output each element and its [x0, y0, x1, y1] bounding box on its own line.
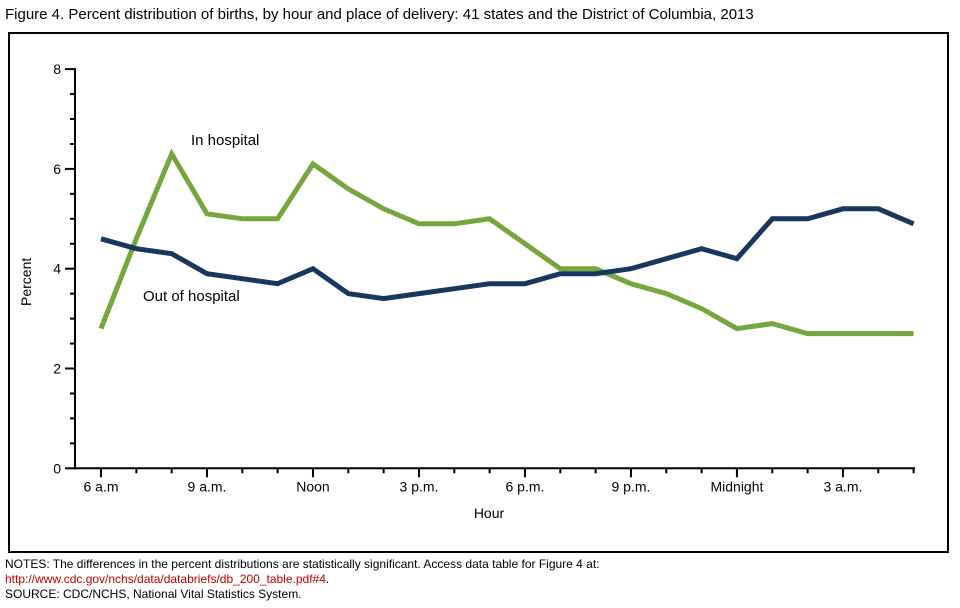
chart-frame: 0 2 4 6 8 6 a.m 9 a.m. Noon 3 p.m. 6 p.m. 9 p.m. Mi…: [8, 32, 949, 553]
y-tick-label: 2: [53, 361, 61, 377]
plot-svg: 0 2 4 6 8 6 a.m 9 a.m. Noon 3 p.m. 6 p.m. 9 p.m. Mi…: [53, 61, 915, 494]
y-tick-label: 6: [53, 161, 61, 177]
x-tick-label: 9 a.m.: [188, 478, 227, 494]
data-table-link[interactable]: http://www.cdc.gov/nchs/data/databriefs/…: [5, 572, 326, 586]
x-tick-label: Midnight: [710, 478, 763, 494]
figure-title: Figure 4. Percent distribution of births…: [5, 6, 754, 23]
x-tick-label: 6 a.m: [83, 478, 118, 494]
x-tick-label: 3 p.m.: [400, 478, 439, 494]
y-tick-label: 8: [53, 61, 61, 77]
link-suffix: .: [325, 572, 330, 586]
y-tick-label: 4: [53, 261, 61, 277]
in-hospital-line: [98, 148, 914, 337]
y-tick-label: 0: [53, 460, 61, 476]
x-axis-title: Hour: [473, 505, 505, 521]
source-line: SOURCE: CDC/NCHS, National Vital Statist…: [5, 587, 302, 601]
notes-block: NOTES: The differences in the percent di…: [5, 557, 955, 602]
x-tick-label: 6 p.m.: [506, 478, 545, 494]
x-tick-label: Noon: [296, 478, 329, 494]
notes-line2: http://www.cdc.gov/nchs/data/databriefs/…: [5, 572, 955, 587]
y-axis-title: Percent: [18, 257, 34, 306]
out-of-hospital-line: [100, 206, 915, 302]
out-of-hospital-series-label: Out of hospital: [143, 288, 240, 305]
in-hospital-series-label: In hospital: [191, 132, 260, 149]
x-tick-label: 9 p.m.: [611, 478, 650, 494]
x-tick-label: 3 a.m.: [823, 478, 862, 494]
notes-line1: NOTES: The differences in the percent di…: [5, 557, 600, 571]
